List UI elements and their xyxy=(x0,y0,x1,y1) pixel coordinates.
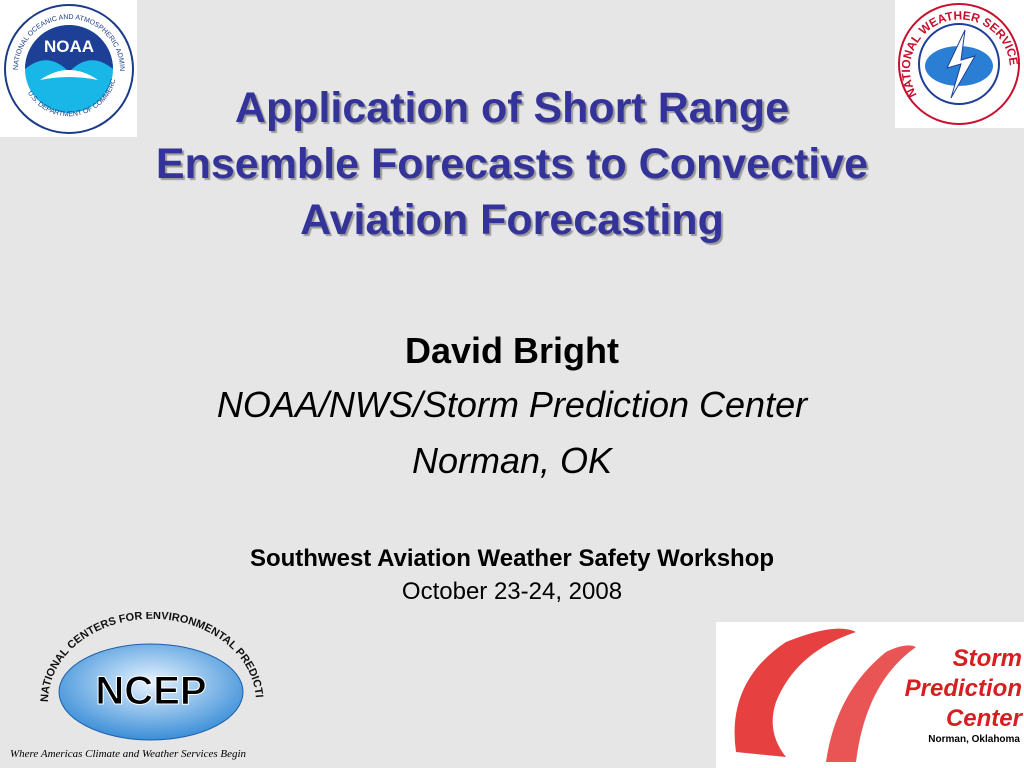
affiliation: NOAA/NWS/Storm Prediction Center xyxy=(216,384,808,425)
location: Norman, OK xyxy=(411,440,613,481)
slide-title: Application of Short Range Ensemble Fore… xyxy=(0,80,1024,248)
event: Southwest Aviation Weather Safety Worksh… xyxy=(249,545,775,572)
ncep-logo: NCEP NATIONAL CENTERS FOR ENVIRONMENTAL … xyxy=(30,612,265,741)
title-line: Application of Short Range xyxy=(234,84,790,132)
spc-line: Center xyxy=(946,705,1024,732)
date: October 23-24, 2008 xyxy=(401,578,623,605)
spc-line: Prediction xyxy=(905,675,1022,702)
title-line: Ensemble Forecasts to Convective xyxy=(155,140,869,188)
author: David Bright xyxy=(404,330,619,371)
nws-logo: NATIONAL WEATHER SERVICE xyxy=(895,0,1024,128)
noaa-name: NOAA xyxy=(44,37,94,56)
noaa-logo: NOAA NATIONAL OCEANIC AND ATMOSPHERIC AD… xyxy=(0,0,137,137)
spc-line: Storm xyxy=(953,645,1022,672)
spc-place: Norman, Oklahoma xyxy=(928,734,1020,745)
title-line: Aviation Forecasting xyxy=(300,196,724,244)
ncep-tagline: Where Americas Climate and Weather Servi… xyxy=(10,748,247,760)
ncep-name: NCEP xyxy=(95,669,206,713)
spc-logo: Storm Prediction Center Norman, Oklahoma xyxy=(716,622,1024,768)
